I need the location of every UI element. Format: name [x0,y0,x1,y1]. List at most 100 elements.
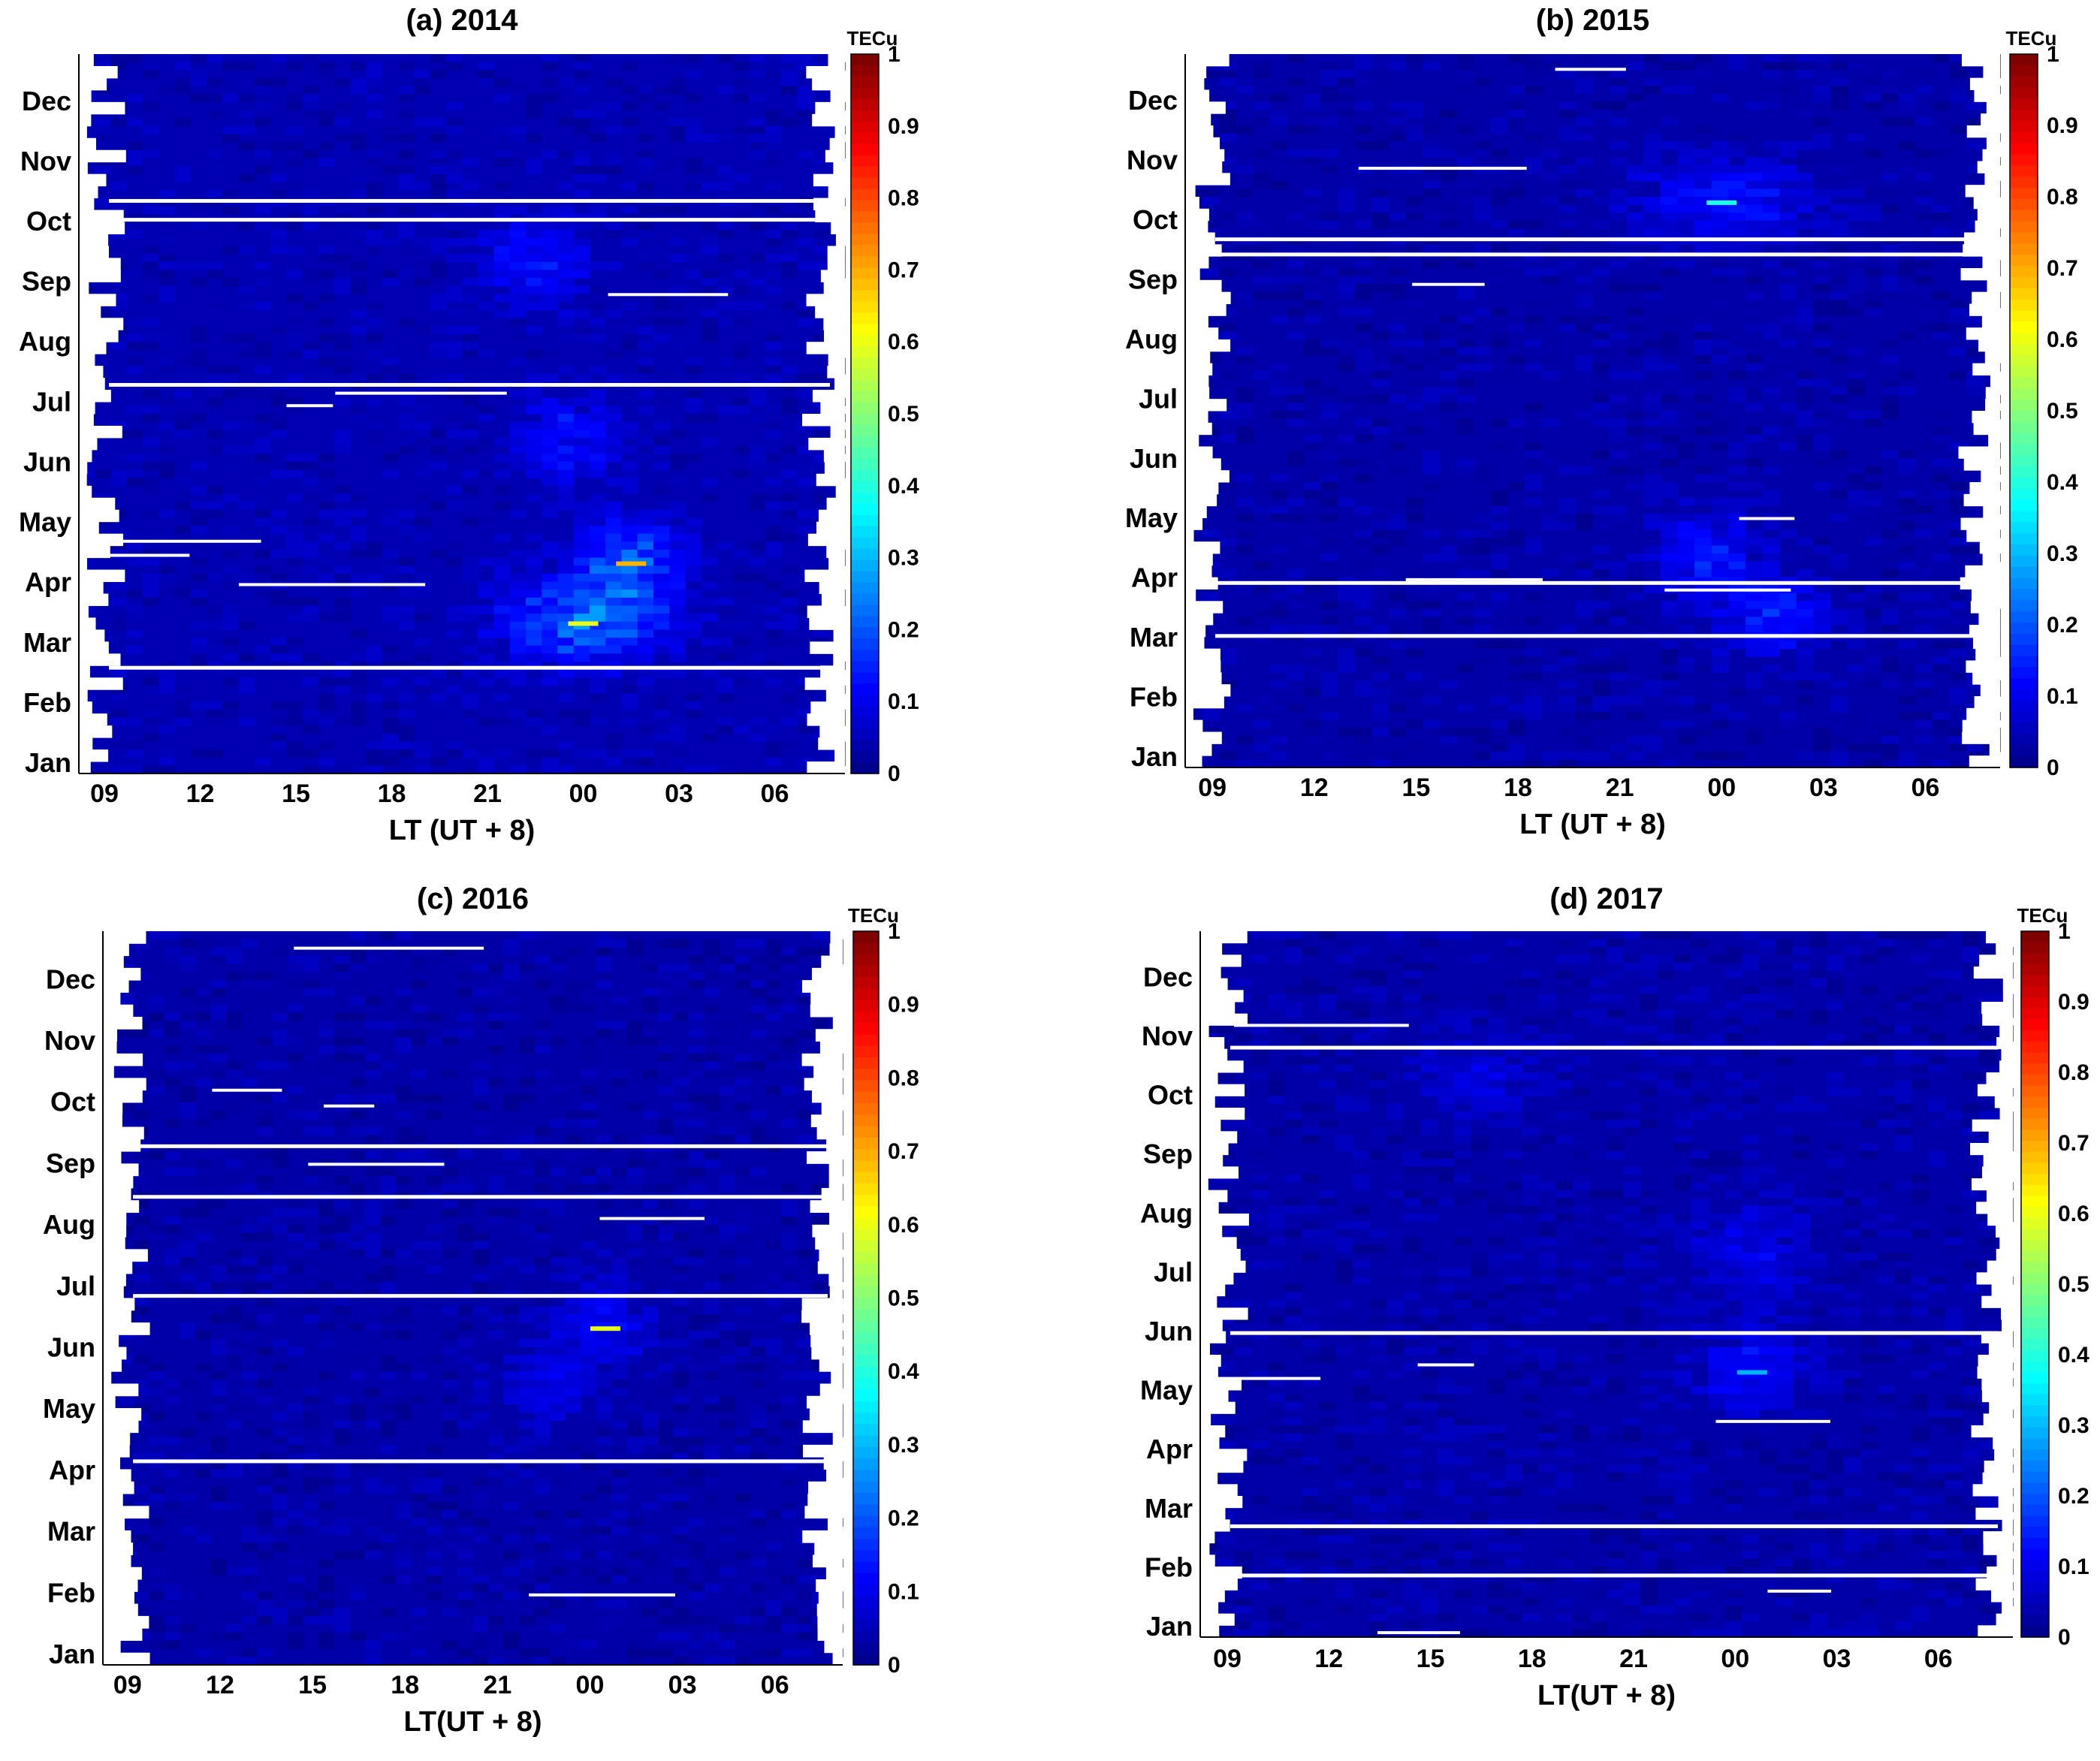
heatmap-cell [1575,355,1594,364]
heatmap-cell [1745,86,1764,95]
heatmap-cell [1202,70,1220,79]
heatmap-cell [222,333,240,342]
heatmap-cell [288,1208,304,1217]
colorbar-tick-label: 0.6 [2047,327,2078,352]
heatmap-cell [226,1021,243,1030]
heatmap-cell [1592,109,1610,119]
heatmap-cell [1610,617,1628,626]
heatmap-cell [526,614,542,623]
y-tick-label: Sep [1128,264,1178,294]
heatmap-cell [621,621,638,630]
heatmap-cell [669,285,686,294]
heatmap-cell [605,309,623,318]
heatmap-cell [573,125,590,135]
heatmap-cell [1575,625,1594,634]
heatmap-cell [1813,173,1831,182]
heatmap-cell [1610,197,1628,206]
heatmap-cell [590,110,606,119]
heatmap-cell [333,1200,350,1209]
heatmap-cell [1881,339,1899,348]
colorbar-frame [850,53,880,774]
heatmap-cell [1423,213,1441,222]
heatmap-cell [813,493,830,502]
heatmap-cell [1371,371,1389,380]
heatmap-cell [195,1232,212,1242]
heatmap-cell [1898,101,1916,110]
heatmap-cell [382,509,399,518]
heatmap-cell [445,230,463,239]
heatmap-cell [1898,260,1916,269]
heatmap-cell [557,621,575,630]
heatmap-cell [257,1216,273,1226]
data-gap [109,199,830,204]
heatmap-cell [1320,672,1339,681]
heatmap-cell [318,1037,335,1046]
heatmap-cell [488,988,505,997]
heatmap-cell [1389,213,1407,222]
heatmap-cell [1253,696,1271,705]
colorbar-segment [851,740,879,752]
heatmap-cell [1949,743,1967,752]
heatmap-cell [590,285,606,294]
heatmap-cell [1456,315,1474,324]
heatmap-cell [1660,529,1679,538]
heatmap-cell [238,421,255,430]
heatmap-cell [717,357,734,366]
heatmap-cell [1796,641,1814,650]
heatmap-cell [685,526,702,535]
heatmap-cell [164,1029,181,1038]
heatmap-cell [1830,77,1848,86]
heatmap-cell [653,565,670,574]
heatmap-cell [398,246,415,255]
heatmap-cell [813,333,830,342]
heatmap-cell [445,629,463,638]
data-gap [79,605,89,618]
heatmap-cell [222,661,240,671]
heatmap-cell [796,947,813,957]
heatmap-cell [1677,157,1695,166]
heatmap-cell [395,988,412,997]
heatmap-cell [1338,593,1356,602]
heatmap-cell [735,1094,751,1103]
heatmap-cell [637,254,654,263]
heatmap-cell [542,445,559,454]
heatmap-cell [621,237,638,247]
heatmap-cell [626,1232,643,1242]
heatmap-cell [1592,387,1610,396]
heatmap-cell [143,318,159,327]
heatmap-cell [657,1200,674,1209]
heatmap-cell [462,222,478,231]
colorbar-segment [2010,243,2038,255]
heatmap-cell [1610,86,1628,95]
heatmap-cell [1355,688,1373,697]
heatmap-cell [134,1216,150,1226]
heatmap-cell [526,101,542,111]
heatmap-cell [318,54,335,63]
data-gap [79,617,96,630]
heatmap-cell [302,493,319,502]
heatmap-cell [1236,427,1254,436]
heatmap-cell [733,397,750,406]
heatmap-cell [462,342,478,351]
heatmap-cell [1541,569,1559,578]
heatmap-cell [573,118,590,127]
heatmap-cell [534,980,551,989]
heatmap-cell [430,701,447,710]
heatmap-cell [190,749,207,758]
heatmap-cell [1423,617,1441,626]
heatmap-cell [781,597,798,607]
heatmap-cell [637,246,654,255]
heatmap-cell [398,437,415,447]
y-tick-label: Nov [1127,145,1178,176]
heatmap-cell [1914,125,1933,134]
heatmap-cell [1779,403,1797,412]
heatmap-cell [457,1029,474,1038]
heatmap-cell [1355,505,1373,514]
heatmap-cell [207,430,223,439]
heatmap-cell [1847,268,1865,277]
heatmap-cell [534,1126,551,1135]
heatmap-cell [509,454,527,463]
heatmap-cell [1932,490,1950,499]
heatmap-cell [462,254,478,263]
data-gap [816,521,845,535]
